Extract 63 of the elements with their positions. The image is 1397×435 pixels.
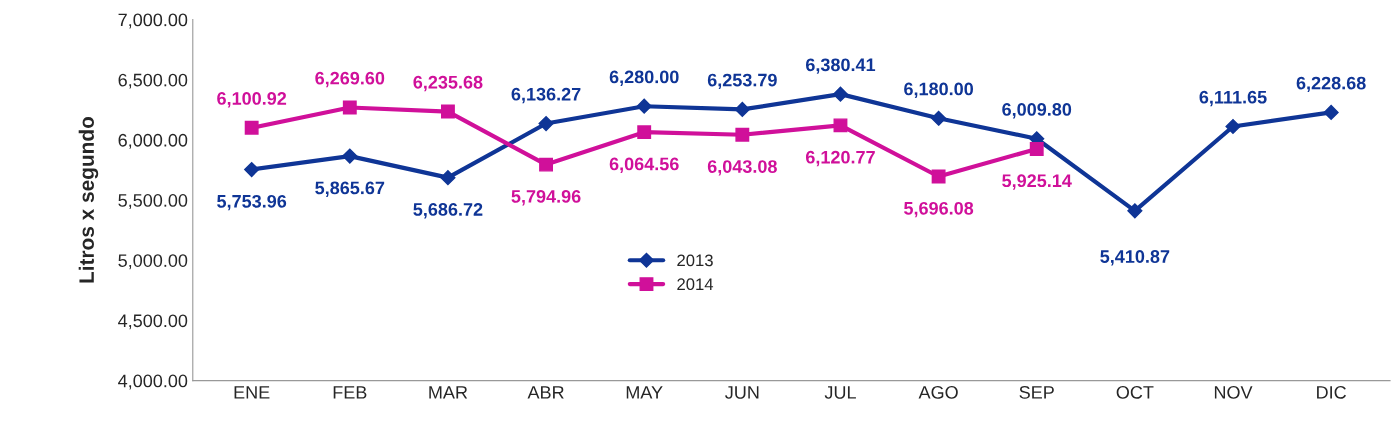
- data-label: 5,753.96: [217, 194, 287, 211]
- point: [342, 148, 358, 164]
- point: [244, 161, 260, 178]
- point: [637, 125, 652, 140]
- y-tick-label: 6,500.00: [118, 73, 188, 89]
- x-tick-label: MAR: [429, 386, 468, 399]
- data-label: 6,180.00: [904, 82, 974, 98]
- point: [440, 170, 456, 186]
- point: [734, 101, 750, 117]
- x-tick-label: OCT: [1116, 385, 1154, 399]
- point: [539, 157, 554, 172]
- point: [1029, 141, 1044, 156]
- point: [1323, 104, 1339, 120]
- point: [538, 115, 554, 132]
- x-tick-label: DIC: [1317, 385, 1346, 399]
- y-tick-label: 7,000.00: [118, 13, 188, 29]
- data-label: 6,253.79: [707, 73, 777, 90]
- point: [931, 169, 946, 184]
- x-tick-label: JUL: [824, 386, 856, 399]
- y-axis-title: Litros x segundo: [78, 116, 99, 283]
- data-label: 6,380.41: [805, 58, 876, 74]
- point: [1225, 118, 1241, 135]
- data-label: 6,043.08: [707, 160, 777, 176]
- legend-label: 2013: [677, 254, 713, 267]
- point: [931, 110, 947, 126]
- point: [832, 86, 849, 102]
- data-label: 6,120.77: [805, 150, 875, 167]
- data-label: 6,228.68: [1296, 76, 1366, 93]
- data-label: 5,925.14: [1002, 174, 1072, 190]
- data-label: 5,410.87: [1100, 250, 1170, 266]
- x-tick-label: ABR: [527, 386, 564, 399]
- legend-label: 2014: [677, 278, 714, 291]
- y-tick-label: 6,000.00: [118, 133, 188, 149]
- point: [342, 100, 357, 115]
- data-label: 6,269.60: [315, 71, 385, 88]
- data-label: 6,235.68: [413, 75, 483, 92]
- data-label: 5,794.96: [511, 190, 581, 206]
- data-label: 6,136.27: [511, 87, 581, 104]
- x-tick-label: MAY: [626, 386, 663, 399]
- point: [636, 98, 652, 114]
- data-label: 6,009.80: [1002, 103, 1072, 119]
- x-tick-label: NOV: [1214, 385, 1253, 399]
- x-tick-label: ENE: [234, 386, 270, 399]
- data-label: 6,280.00: [609, 70, 679, 86]
- point: [244, 120, 259, 135]
- y-tick-label: 5,500.00: [118, 194, 188, 209]
- data-label: 5,865.67: [315, 181, 385, 197]
- data-label: 6,064.56: [609, 157, 679, 173]
- data-label: 6,111.65: [1199, 90, 1267, 107]
- point: [440, 104, 455, 119]
- y-tick-label: 4,500.00: [118, 314, 188, 330]
- y-tick-label: 4,000.00: [118, 374, 188, 390]
- point: [833, 118, 848, 133]
- x-tick-label: JUN: [725, 386, 759, 399]
- point: [1127, 203, 1143, 219]
- data-label: 5,686.72: [413, 203, 483, 219]
- x-tick-label: SEP: [1019, 385, 1054, 399]
- data-label: 6,100.92: [217, 92, 287, 108]
- x-tick-label: FEB: [333, 386, 367, 399]
- x-tick-label: AGO: [918, 385, 958, 399]
- point: [735, 127, 750, 142]
- data-label: 5,696.08: [904, 201, 974, 218]
- y-tick-label: 5,000.00: [118, 254, 188, 270]
